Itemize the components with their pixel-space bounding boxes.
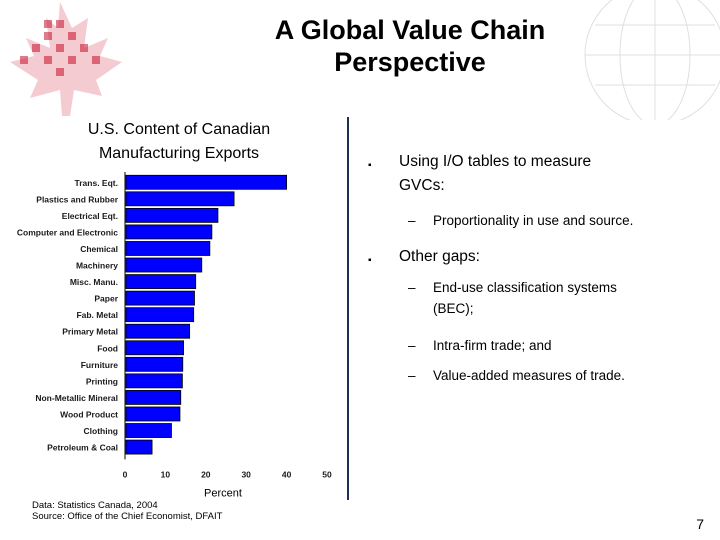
bullet-text: End-use classification systems (BEC); (433, 277, 708, 319)
bar (125, 274, 197, 289)
category-label: Furniture (81, 360, 119, 370)
source-line: Source: Office of the Chief Economist, D… (32, 511, 223, 522)
dash-bullet-icon: – (408, 280, 416, 295)
chart-title-line: Manufacturing Exports (98, 145, 260, 162)
square-bullet-icon: ▪ (368, 160, 372, 171)
globe-icon (584, 0, 720, 120)
bar (125, 191, 235, 207)
bar (125, 257, 203, 273)
category-label: Computer and Electronic (17, 227, 118, 237)
bar (125, 423, 172, 438)
bullet-text-line: GVCs: (399, 177, 445, 194)
globe-decoration (584, 0, 720, 120)
category-label: Wood Product (60, 409, 118, 419)
bullet-text-line: End-use classification systems (433, 280, 617, 295)
source-line: Data: Statistics Canada, 2004 (32, 500, 158, 511)
x-axis-label: Percent (204, 487, 242, 499)
bar (125, 241, 211, 256)
pixel-squares-decoration (20, 20, 100, 76)
page-number: 7 (696, 516, 704, 532)
category-label: Machinery (76, 261, 118, 271)
bar (125, 439, 153, 455)
bullet-text: Value-added measures of trade. (433, 365, 708, 386)
category-label: Plastics and Rubber (36, 194, 118, 204)
maple-leaf-decoration (10, 0, 720, 120)
bar (125, 373, 183, 389)
slide-title: A Global Value Chain Perspective (180, 14, 640, 78)
category-label: Petroleum & Coal (47, 443, 118, 453)
bullet-text-line: (BEC); (433, 301, 474, 316)
bar (125, 174, 288, 190)
category-label: Primary Metal (62, 327, 118, 337)
dash-bullet-icon: – (408, 213, 416, 228)
bar (125, 307, 195, 323)
slide-title-line: A Global Value Chain (274, 15, 546, 45)
dash-bullet-icon: – (408, 338, 416, 353)
category-label: Electrical Eqt. (62, 211, 118, 221)
x-tick-label: 20 (201, 469, 211, 479)
x-tick-label: 10 (161, 469, 171, 479)
category-label: Non-Metallic Mineral (35, 393, 118, 403)
bar (125, 340, 184, 356)
maple-leaf-icon (10, 2, 122, 116)
bullet-text-line: Intra-firm trade; and (433, 338, 552, 353)
category-label: Paper (94, 294, 118, 304)
category-label: Printing (86, 376, 118, 386)
category-label: Trans. Eqt. (75, 178, 118, 188)
category-label: Food (97, 343, 118, 353)
bullet-text-line: Other gaps: (399, 248, 480, 265)
category-label: Misc. Manu. (70, 277, 118, 287)
chart-title: U.S. Content of Canadian Manufacturing E… (40, 118, 318, 166)
bar (125, 207, 219, 223)
source-notes: Data: Statistics Canada, 2004 Source: Of… (32, 500, 222, 522)
category-label: Clothing (84, 426, 118, 436)
category-label: Fab. Metal (76, 310, 118, 320)
bar (125, 356, 184, 372)
x-tick-label: 50 (322, 469, 332, 479)
dash-bullet-icon: – (408, 368, 416, 383)
chart-title-line: U.S. Content of Canadian (87, 121, 271, 138)
x-tick-label: 0 (123, 469, 128, 479)
bullet-text: Using I/O tables to measure GVCs: (399, 150, 704, 198)
x-tick-label: 40 (282, 469, 292, 479)
bar (125, 406, 181, 422)
bullet-text-line: Value-added measures of trade. (433, 368, 625, 383)
bullet-text-line: Using I/O tables to measure (399, 153, 592, 170)
vertical-divider (347, 117, 349, 500)
x-tick-label: 30 (241, 469, 251, 479)
slide-title-line: Perspective (334, 47, 486, 77)
bullet-text: Intra-firm trade; and (433, 335, 708, 356)
bullet-text: Proportionality in use and source. (433, 210, 708, 231)
category-label: Chemical (80, 244, 118, 254)
bar (125, 290, 195, 306)
bullet-text: Other gaps: (399, 245, 704, 269)
bar (125, 224, 213, 240)
bar (125, 390, 182, 405)
bar-chart: Trans. Eqt. Plastics and Rubber Electrical… (17, 172, 332, 499)
bullet-text-line: Proportionality in use and source. (433, 213, 634, 228)
bar (125, 323, 191, 339)
square-bullet-icon: ▪ (368, 255, 372, 266)
